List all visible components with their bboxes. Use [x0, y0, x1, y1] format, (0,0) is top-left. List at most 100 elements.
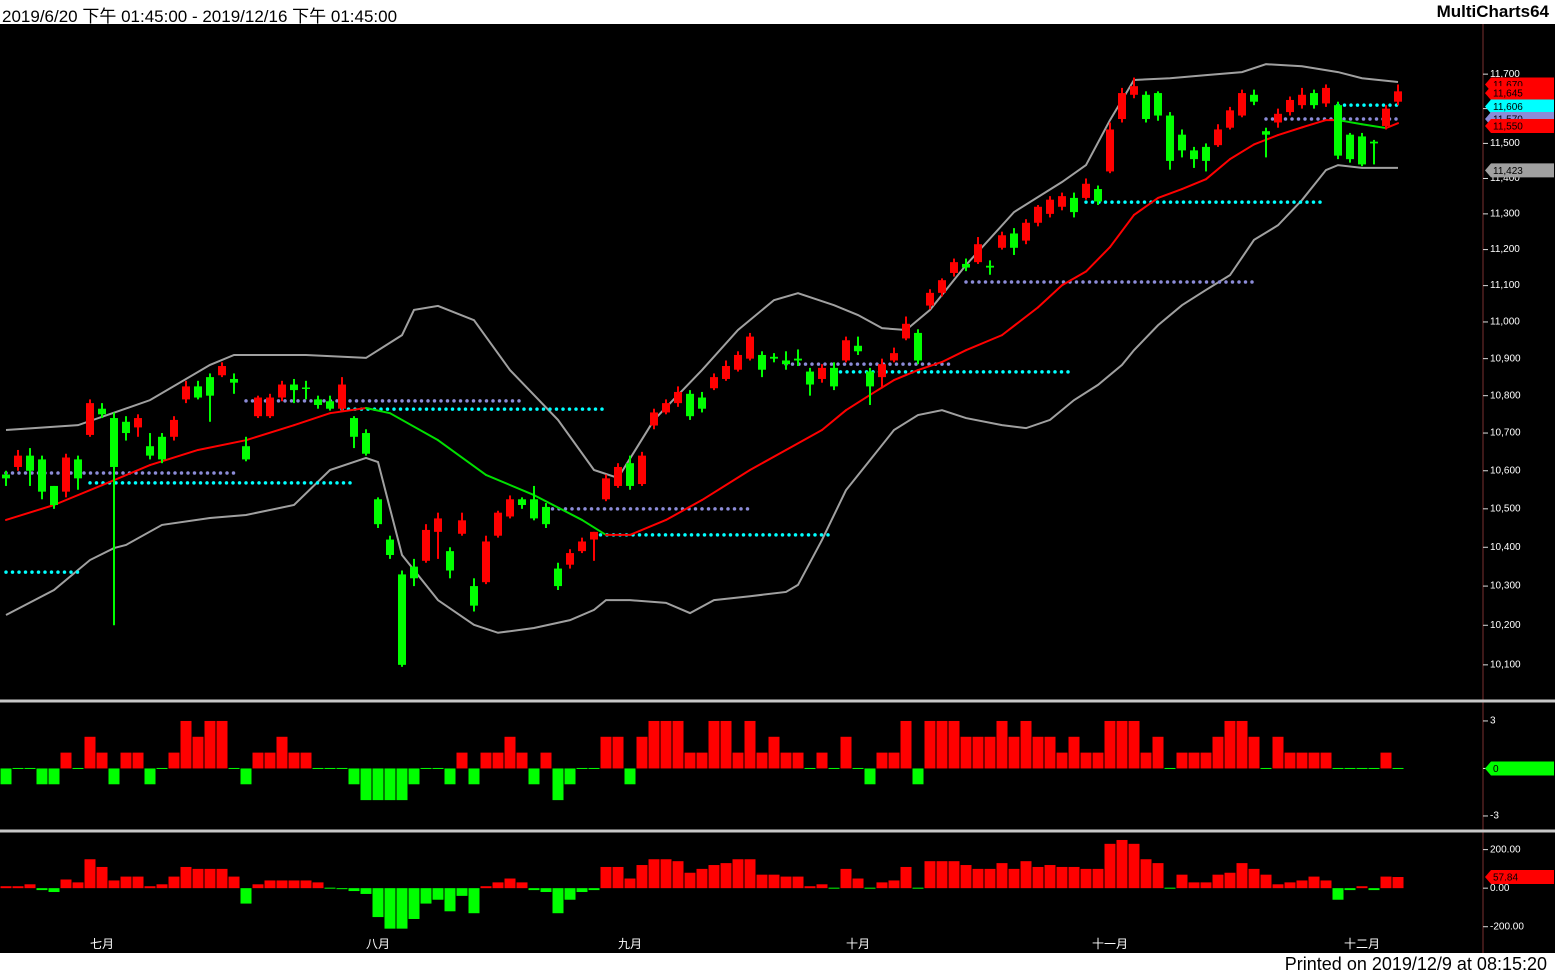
- candle-body: [998, 235, 1006, 248]
- candle-body: [1070, 197, 1078, 213]
- bar: [120, 876, 132, 889]
- candle-body: [1370, 141, 1378, 144]
- bar: [312, 882, 324, 889]
- y-tick-label: 3: [1490, 716, 1496, 727]
- bar: [420, 888, 432, 904]
- bar: [1248, 736, 1260, 769]
- average-segment: [1229, 143, 1255, 161]
- y-tick-label: 10,800: [1490, 390, 1521, 401]
- bar: [576, 767, 588, 769]
- bar: [864, 887, 876, 889]
- bar: [852, 878, 864, 889]
- bar: [600, 866, 612, 889]
- bar: [516, 752, 528, 769]
- bar: [768, 874, 780, 889]
- candle-body: [62, 457, 70, 492]
- bar: [12, 767, 24, 769]
- bar: [156, 767, 168, 769]
- candle-body: [1094, 189, 1102, 202]
- average-segment: [785, 429, 823, 451]
- candle-body: [866, 371, 874, 387]
- candle-body: [1178, 134, 1186, 151]
- candle-body: [890, 353, 898, 361]
- average-segment: [917, 360, 943, 372]
- bar: [1260, 874, 1272, 889]
- bar: [72, 882, 84, 889]
- y-tick-label: 0.00: [1490, 883, 1510, 894]
- candle-body: [1130, 86, 1138, 95]
- candle-body: [794, 358, 802, 361]
- bar: [264, 752, 276, 769]
- candle-body: [494, 512, 502, 536]
- average-segment: [1085, 246, 1111, 273]
- bar: [1332, 767, 1344, 769]
- candle-body: [1358, 136, 1366, 165]
- bar: [336, 888, 348, 890]
- candle-body: [842, 340, 850, 361]
- bar: [456, 752, 468, 769]
- candle-body: [734, 354, 742, 370]
- candle-body: [2, 474, 10, 479]
- average-segment: [437, 439, 487, 476]
- candle-body: [1202, 146, 1210, 161]
- header: 2019/6/20 下午 01:45:00 - 2019/12/16 下午 01…: [0, 0, 1555, 26]
- bar: [972, 736, 984, 769]
- bar: [1008, 736, 1020, 769]
- bar: [276, 736, 288, 769]
- bar: [480, 752, 492, 769]
- average-segment: [581, 518, 607, 536]
- candle-body: [1106, 129, 1114, 172]
- bar: [96, 866, 108, 889]
- candle-body: [530, 499, 538, 519]
- bar: [180, 866, 192, 889]
- bar: [924, 720, 936, 769]
- bar: [1212, 874, 1224, 889]
- bar: [108, 880, 120, 889]
- candle-body: [1262, 131, 1270, 135]
- bar: [972, 868, 984, 889]
- average-segment: [1361, 123, 1387, 130]
- value-badge-label: 11,645: [1493, 89, 1523, 100]
- bar: [564, 888, 576, 900]
- bar: [996, 863, 1008, 889]
- bar: [240, 768, 252, 785]
- candle-body: [650, 412, 658, 426]
- bar: [1224, 872, 1236, 889]
- x-tick-label: 七月: [90, 937, 114, 951]
- candle-body: [194, 386, 202, 398]
- bar: [168, 752, 180, 769]
- bar: [288, 880, 300, 889]
- printed-note: Printed on 2019/12/9 at 08:15:20: [1284, 954, 1547, 974]
- bar: [996, 720, 1008, 769]
- average-segment: [197, 439, 247, 451]
- candle-body: [662, 403, 670, 413]
- candle-body: [410, 566, 418, 579]
- candle-body: [818, 367, 826, 379]
- average-segment: [965, 334, 1003, 352]
- bar: [384, 768, 396, 801]
- bar: [696, 868, 708, 889]
- value-badge: [1485, 118, 1554, 133]
- average-segment: [1385, 122, 1399, 130]
- candle-body: [878, 364, 886, 378]
- average-segment: [845, 393, 871, 412]
- y-tick-label: 11,300: [1490, 209, 1520, 220]
- bar: [36, 768, 48, 785]
- bar: [948, 861, 960, 889]
- candle-body: [854, 345, 862, 352]
- bar: [60, 879, 72, 889]
- bar: [1152, 736, 1164, 769]
- candle-body: [1118, 93, 1126, 120]
- average-segment: [5, 504, 55, 521]
- candle-body: [254, 397, 262, 417]
- candle-body: [758, 354, 766, 370]
- bar: [384, 888, 396, 929]
- bar: [372, 888, 384, 918]
- bar: [516, 882, 528, 889]
- candle-body: [482, 541, 490, 583]
- y-tick-label: 10,300: [1490, 581, 1521, 592]
- bar: [504, 878, 516, 889]
- bar: [432, 888, 444, 900]
- bar: [1236, 720, 1248, 769]
- candle-body: [86, 403, 94, 435]
